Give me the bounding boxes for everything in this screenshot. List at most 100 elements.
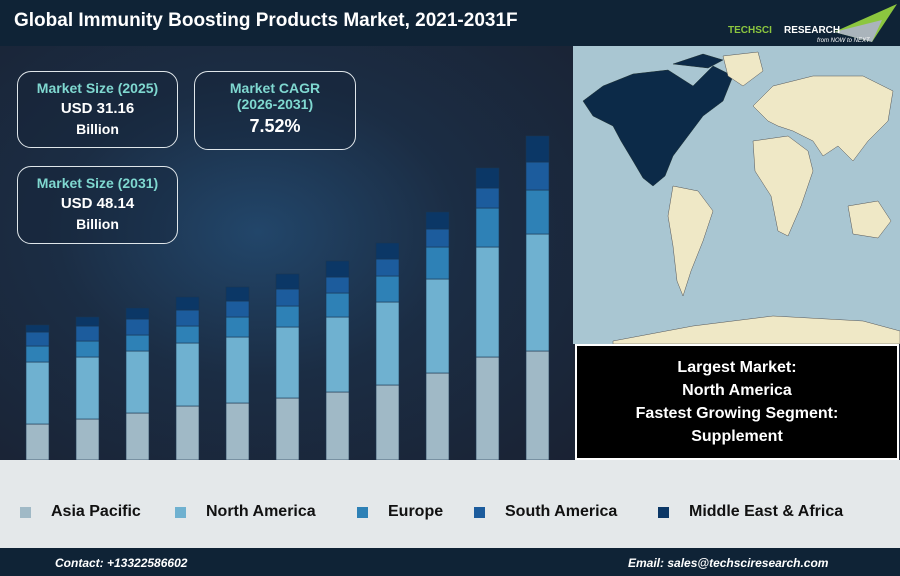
bar-segment-asia-pacific [425,372,450,461]
card-value: USD 31.16 [60,100,135,117]
fastest-segment-value: Supplement [691,428,783,445]
bar-segment-middle-east-africa [525,135,550,163]
contact-phone: Contact: +13322586602 [55,556,188,570]
bar-segment-europe [475,207,500,248]
north-america-region [582,53,734,187]
bar-segment-north-america [525,233,550,352]
legend-label: Asia Pacific [51,503,141,520]
bar-segment-north-america [375,301,400,386]
bar-segment-asia-pacific [75,418,100,461]
page-title: Global Immunity Boosting Products Market… [14,10,518,31]
bar-segment-asia-pacific [375,384,400,461]
bar-segment-asia-pacific [225,402,250,461]
bar-segment-europe [25,345,50,363]
bar-segment-middle-east-africa [225,286,250,302]
legend-swatch [20,506,31,518]
bar-segment-europe [175,325,200,344]
bar-segment-europe [75,340,100,358]
card-value: 7.52% [249,116,301,136]
card-unit: Billion [76,216,119,232]
bar-segment-europe [525,189,550,235]
legend-swatch [658,506,669,518]
highlights-box: Largest Market: North America Fastest Gr… [575,344,899,460]
legend-label: North America [206,503,316,520]
bar-segment-south-america [475,187,500,209]
market-size-2031-card: Market Size (2031) USD 48.14 Billion [17,166,178,244]
card-label: Market CAGR [229,80,321,96]
bar-segment-middle-east-africa [25,324,50,333]
bar-segment-middle-east-africa [325,260,350,278]
techsci-logo: TECHSCI RESEARCH from NOW to NEXT [728,4,897,44]
bar-segment-europe [275,305,300,328]
header: Global Immunity Boosting Products Market… [0,0,900,46]
market-cagr-card: Market CAGR (2026-2031) 7.52% [194,71,356,150]
antarctica-region [612,315,900,344]
legend-item: Asia Pacific [20,503,141,521]
svg-text:RESEARCH: RESEARCH [784,25,840,36]
card-label: Market Size (2031) [36,175,159,191]
bar-segment-south-america [225,300,250,318]
bar-segment-south-america [75,325,100,342]
world-map [573,46,900,344]
bar-segment-north-america [225,336,250,404]
bar-segment-north-america [275,326,300,399]
bar-segment-asia-pacific [325,391,350,461]
largest-market-value: North America [682,382,792,399]
bar-segment-south-america [525,161,550,191]
bar-segment-south-america [175,309,200,327]
bar-segment-asia-pacific [525,350,550,461]
bar-segment-middle-east-africa [425,211,450,230]
bar-segment-middle-east-africa [175,296,200,311]
legend-label: Europe [388,503,444,520]
bar-segment-north-america [175,342,200,407]
bar-segment-north-america [75,356,100,420]
card-unit: Billion [76,121,119,137]
market-size-2025-card: Market Size (2025) USD 31.16 Billion [17,71,178,148]
svg-text:TECHSCI: TECHSCI [728,25,772,36]
bar-segment-europe [425,246,450,280]
legend-swatch [357,506,368,518]
legend-label: South America [505,503,618,520]
svg-text:from NOW to NEXT: from NOW to NEXT [817,38,871,44]
bar-segment-europe [375,275,400,303]
bar-segment-europe [225,316,250,338]
south-america-region [667,185,714,297]
bar-segment-asia-pacific [275,397,300,461]
bar-segment-south-america [375,258,400,277]
bar-segment-south-america [325,276,350,294]
legend-item: Middle East & Africa [658,503,843,521]
bar-segment-north-america [475,246,500,358]
bar-segment-middle-east-africa [375,242,400,260]
bar-segment-north-america [425,278,450,374]
africa-region [752,135,814,237]
bar-segment-asia-pacific [125,412,150,461]
bar-segment-europe [325,292,350,318]
bar-segment-south-america [425,228,450,248]
card-value: USD 48.14 [60,195,135,212]
legend-label: Middle East & Africa [689,503,844,520]
card-label: Market Size (2025) [36,80,159,96]
bar-segment-north-america [25,361,50,425]
stacked-bar-chart: 202120222023202420252026E2027F2028F2029F… [25,135,552,475]
australia-region [847,200,892,239]
greenland-region [722,51,764,87]
bar-segment-middle-east-africa [275,273,300,290]
eurasia-region [752,75,894,162]
bar-segment-asia-pacific [25,423,50,461]
bar-segment-north-america [125,350,150,414]
bar-segment-asia-pacific [175,405,200,461]
card-period: (2026-2031) [236,96,314,112]
bar-segment-asia-pacific [475,356,500,461]
footer: Contact: +13322586602 Email: sales@techs… [0,548,900,576]
fastest-segment-label: Fastest Growing Segment: [635,405,839,422]
bar-segment-middle-east-africa [475,167,500,189]
bar-segment-south-america [275,288,300,307]
legend-item: South America [474,503,617,521]
bar-segment-middle-east-africa [75,316,100,327]
legend-swatch [474,506,485,518]
largest-market-label: Largest Market: [677,359,797,376]
contact-email: Email: sales@techsciresearch.com [628,556,829,570]
bar-segment-south-america [25,331,50,347]
legend-item: North America [175,503,316,521]
bar-segment-south-america [125,318,150,336]
